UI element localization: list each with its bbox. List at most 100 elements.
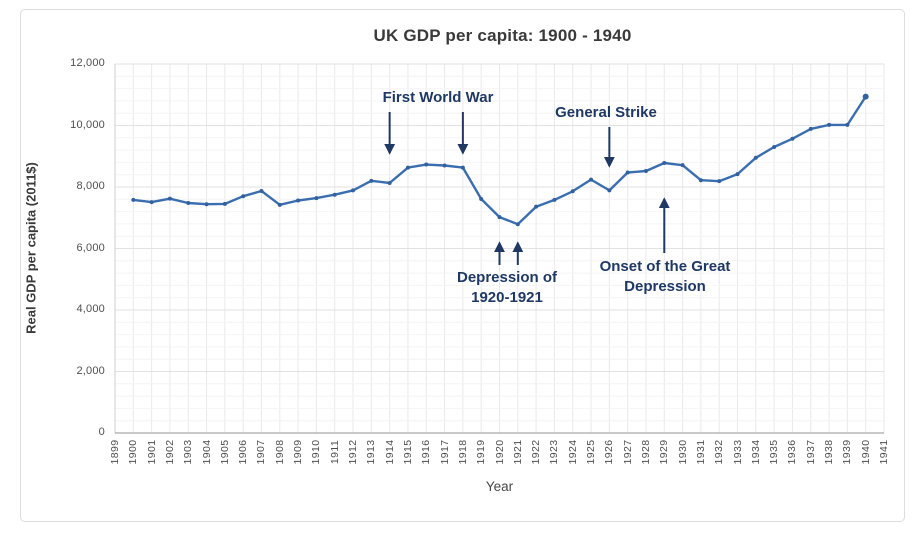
data-point-marker [277, 202, 282, 207]
x-tick-label: 1903 [182, 439, 195, 465]
x-tick-label: 1905 [218, 439, 231, 465]
data-point-marker [131, 197, 136, 202]
x-axis-title: Year [485, 479, 514, 494]
data-point-marker [643, 169, 648, 174]
data-point-marker [790, 136, 795, 141]
annotation-arrows [384, 112, 670, 265]
data-point-marker [862, 93, 869, 100]
x-tick-label: 1940 [859, 439, 872, 465]
data-point-marker [808, 126, 813, 131]
y-tick-label: 4,000 [76, 303, 105, 315]
data-point-marker [186, 200, 191, 205]
x-tick-label: 1941 [878, 439, 890, 465]
x-tick-label: 1935 [768, 439, 781, 465]
data-point-marker [424, 162, 429, 167]
y-tick-label: 12,000 [70, 57, 105, 69]
data-point-marker [607, 188, 612, 193]
data-point-marker [259, 188, 264, 193]
data-point-marker [515, 222, 520, 227]
data-point-marker [552, 197, 557, 202]
x-tick-label: 1899 [109, 439, 121, 465]
x-tick-label: 1936 [786, 439, 799, 465]
x-tick-label: 1934 [749, 439, 762, 465]
y-tick-label: 8,000 [76, 180, 105, 192]
x-tick-label: 1923 [548, 439, 561, 465]
gdp-line-series [131, 93, 869, 227]
y-tick-label: 2,000 [76, 364, 105, 377]
x-tick-label: 1904 [200, 439, 213, 465]
data-point-marker [625, 170, 630, 175]
data-point-marker [570, 189, 575, 194]
x-tick-label: 1929 [658, 439, 671, 465]
x-tick-label: 1911 [328, 439, 341, 465]
data-point-marker [332, 192, 337, 197]
data-point-marker [369, 178, 374, 183]
x-tick-label: 1932 [713, 439, 726, 465]
data-point-marker [680, 163, 685, 168]
data-point-marker [296, 198, 301, 203]
y-tick-label: 6,000 [76, 241, 105, 254]
data-point-marker [387, 181, 392, 186]
x-tick-label: 1939 [841, 439, 854, 465]
x-tick-label: 1922 [530, 439, 543, 465]
x-tick-label: 1931 [694, 439, 707, 465]
x-tick-label: 1914 [383, 439, 396, 465]
y-axis-title: Real GDP per capita (2011$) [23, 162, 39, 334]
x-tick-label: 1933 [731, 439, 744, 465]
x-tick-label: 1916 [420, 439, 433, 465]
data-point-marker [442, 163, 447, 168]
data-point-marker [149, 200, 154, 205]
data-point-marker [314, 196, 319, 201]
data-point-marker [753, 155, 758, 160]
x-tick-label: 1925 [585, 439, 598, 465]
x-tick-label: 1926 [603, 439, 616, 465]
data-point-marker [351, 188, 356, 193]
axis-lines [114, 64, 884, 434]
data-point-marker [717, 179, 722, 184]
annotation-first-world-war: First World War [382, 89, 494, 106]
data-point-marker [460, 165, 465, 170]
data-point-marker [241, 194, 246, 199]
data-point-marker [589, 177, 594, 182]
annotation-general-strike: General Strike [555, 104, 657, 121]
data-point-marker [698, 178, 703, 183]
x-tick-label: 1918 [456, 439, 469, 465]
x-tick-label: 1924 [566, 439, 579, 465]
annotation-depression-1920-1921: Depression of 1920-1921 [456, 269, 558, 306]
data-point-marker [405, 165, 410, 170]
data-point-marker [772, 145, 777, 150]
x-tick-label: 1900 [127, 439, 140, 465]
data-point-marker [167, 196, 172, 201]
data-point-marker [479, 196, 484, 201]
x-tick-label: 1909 [292, 439, 305, 465]
x-tick-label: 1907 [255, 439, 268, 465]
x-tick-label: 1930 [676, 439, 689, 465]
data-point-marker [497, 215, 502, 220]
x-tick-label: 1937 [804, 439, 817, 465]
data-point-marker [735, 172, 740, 177]
x-tick-label: 1912 [347, 439, 360, 465]
data-point-marker [845, 122, 850, 127]
x-tick-label: 1938 [823, 439, 836, 465]
data-point-marker [222, 201, 227, 206]
x-tick-label: 1915 [401, 439, 414, 465]
x-tick-label: 1920 [493, 439, 506, 465]
y-tick-label: 10,000 [70, 118, 105, 131]
data-point-marker [534, 204, 539, 209]
data-point-marker [662, 161, 667, 166]
x-tick-label: 1906 [237, 439, 250, 465]
x-tick-label: 1908 [273, 439, 286, 465]
x-tick-label: 1901 [145, 439, 158, 465]
x-tick-label: 1910 [310, 439, 323, 465]
x-tick-label: 1921 [511, 439, 524, 465]
x-tick-label: 1919 [475, 439, 488, 465]
annotation-onset-great-depression: Onset of the Great Depression [599, 258, 731, 295]
chart-title: UK GDP per capita: 1900 - 1940 [373, 26, 632, 45]
data-point-marker [204, 202, 209, 207]
x-tick-label: 1913 [365, 439, 378, 465]
x-tick-label: 1917 [438, 439, 451, 465]
x-tick-label: 1902 [163, 439, 176, 465]
x-tick-label: 1927 [621, 439, 634, 465]
